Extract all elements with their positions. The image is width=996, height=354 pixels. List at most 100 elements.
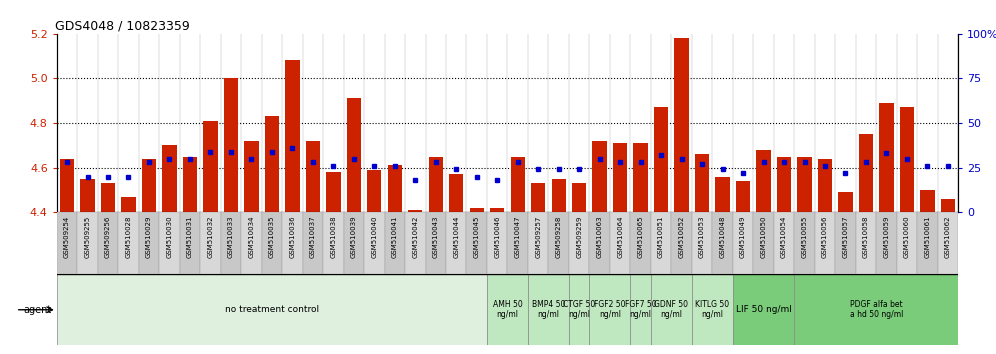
Bar — [777, 156, 791, 212]
Text: GSM510060: GSM510060 — [904, 216, 910, 258]
Text: GSM510052: GSM510052 — [678, 216, 684, 258]
Bar — [282, 212, 303, 274]
Text: GSM509254: GSM509254 — [64, 216, 70, 258]
Bar — [674, 38, 689, 212]
Text: GSM510050: GSM510050 — [761, 216, 767, 258]
Text: GSM510031: GSM510031 — [187, 216, 193, 258]
Bar — [490, 208, 504, 212]
Bar — [733, 212, 753, 274]
Text: GSM510042: GSM510042 — [412, 216, 418, 258]
Bar — [528, 274, 569, 345]
Bar — [633, 143, 647, 212]
Text: PDGF alfa bet
a hd 50 ng/ml: PDGF alfa bet a hd 50 ng/ml — [850, 300, 903, 319]
Bar — [507, 212, 528, 274]
Bar — [368, 170, 381, 212]
Bar — [610, 212, 630, 274]
Bar — [836, 212, 856, 274]
Bar — [466, 212, 487, 274]
Bar — [798, 156, 812, 212]
Bar — [425, 212, 446, 274]
Bar — [774, 212, 794, 274]
Text: GSM510064: GSM510064 — [618, 216, 623, 258]
Bar — [549, 212, 569, 274]
Bar — [387, 165, 402, 212]
Text: GSM509256: GSM509256 — [105, 216, 111, 258]
Bar — [733, 274, 794, 345]
Bar — [428, 156, 443, 212]
Text: GSM510033: GSM510033 — [228, 216, 234, 258]
Bar — [262, 212, 282, 274]
Bar — [630, 274, 650, 345]
Bar — [384, 212, 405, 274]
Bar — [326, 172, 341, 212]
Bar — [569, 212, 590, 274]
Text: GSM510046: GSM510046 — [494, 216, 500, 258]
Bar — [941, 199, 955, 212]
Bar — [408, 210, 422, 212]
Bar — [630, 212, 650, 274]
Text: GSM510043: GSM510043 — [432, 216, 439, 258]
Text: GSM510058: GSM510058 — [863, 216, 869, 258]
Bar — [839, 192, 853, 212]
Bar — [221, 212, 241, 274]
Bar — [119, 212, 138, 274]
Text: GSM510063: GSM510063 — [597, 216, 603, 258]
Bar — [224, 78, 238, 212]
Bar — [101, 183, 116, 212]
Text: CTGF 50
ng/ml: CTGF 50 ng/ml — [563, 300, 596, 319]
Bar — [736, 181, 750, 212]
Bar — [899, 107, 914, 212]
Bar — [78, 212, 98, 274]
Text: AMH 50
ng/ml: AMH 50 ng/ml — [493, 300, 522, 319]
Text: GSM510055: GSM510055 — [802, 216, 808, 258]
Text: GDS4048 / 10823359: GDS4048 / 10823359 — [55, 19, 189, 33]
Text: GSM510029: GSM510029 — [146, 216, 152, 258]
Text: GSM510039: GSM510039 — [351, 216, 357, 258]
Bar — [552, 179, 566, 212]
Bar — [159, 212, 179, 274]
Text: GSM510032: GSM510032 — [207, 216, 213, 258]
Bar — [859, 134, 873, 212]
Text: GSM510030: GSM510030 — [166, 216, 172, 258]
Bar — [794, 212, 815, 274]
Bar — [285, 61, 300, 212]
Bar — [487, 212, 507, 274]
Bar — [244, 141, 259, 212]
Bar — [896, 212, 917, 274]
Text: GSM510040: GSM510040 — [372, 216, 377, 258]
Bar — [98, 212, 119, 274]
Text: GSM510045: GSM510045 — [474, 216, 480, 258]
Text: GSM510036: GSM510036 — [290, 216, 296, 258]
Text: agent: agent — [24, 305, 52, 315]
Bar — [449, 175, 463, 212]
Text: GSM510065: GSM510065 — [637, 216, 643, 258]
Bar — [590, 212, 610, 274]
Bar — [306, 141, 320, 212]
Bar — [323, 212, 344, 274]
Bar — [590, 274, 630, 345]
Bar — [57, 212, 78, 274]
Bar — [692, 212, 712, 274]
Bar — [531, 183, 546, 212]
Bar — [487, 274, 528, 345]
Bar — [794, 274, 958, 345]
Bar — [365, 212, 384, 274]
Bar — [446, 212, 466, 274]
Text: GSM510047: GSM510047 — [515, 216, 521, 258]
Bar — [303, 212, 323, 274]
Text: GSM510035: GSM510035 — [269, 216, 275, 258]
Bar — [613, 143, 627, 212]
Text: BMP4 50
ng/ml: BMP4 50 ng/ml — [532, 300, 565, 319]
Bar — [650, 212, 671, 274]
Bar — [876, 212, 896, 274]
Bar — [162, 145, 176, 212]
Bar — [753, 212, 774, 274]
Text: FGF7 50
ng/ml: FGF7 50 ng/ml — [624, 300, 656, 319]
Bar — [344, 212, 365, 274]
Bar — [920, 190, 934, 212]
Bar — [715, 177, 730, 212]
Bar — [692, 274, 733, 345]
Bar — [122, 197, 135, 212]
Text: GDNF 50
ng/ml: GDNF 50 ng/ml — [654, 300, 688, 319]
Bar — [756, 150, 771, 212]
